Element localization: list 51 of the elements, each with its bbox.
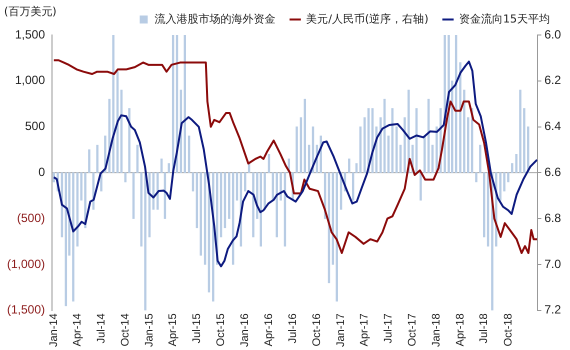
bar	[459, 62, 462, 174]
y-tick-label: (1,500)	[6, 302, 46, 317]
x-tick-label: Jan-17	[335, 313, 348, 348]
bar	[260, 172, 262, 246]
y2-tick-label: 6.4	[544, 119, 562, 134]
legend-label: 资金流向15天平均	[459, 12, 550, 26]
x-tick-label: Oct-16	[310, 313, 323, 346]
y2-tick-label: 6.2	[544, 73, 562, 88]
y-tick-label: 500	[24, 119, 46, 134]
x-tick-label: Jan-14	[48, 313, 60, 348]
y2-tick-label: 6.6	[544, 164, 562, 179]
y-tick-label: (500)	[17, 210, 46, 225]
x-tick-label: Jan-18	[430, 313, 443, 348]
x-tick-label: Oct-14	[119, 313, 132, 346]
x-tick-label: Apr-14	[71, 313, 84, 346]
x-tick-label: Oct-15	[215, 313, 228, 346]
bar	[168, 163, 170, 174]
y-tick-label: 0	[38, 164, 46, 179]
x-tick-label: Apr-15	[167, 313, 180, 346]
bar	[420, 172, 422, 201]
x-tick-label: Apr-17	[358, 313, 371, 346]
x-tick-label: Oct-17	[406, 313, 419, 346]
x-tick-label: Apr-16	[263, 313, 276, 346]
y2-tick-label: 7.0	[544, 256, 562, 271]
y2-tick-label: 7.2	[544, 302, 562, 317]
y-tick-label: (1,000)	[6, 256, 46, 271]
x-tick-label: Jul-14	[95, 313, 108, 344]
x-tick-label: Oct-18	[502, 313, 514, 346]
x-tick-label: Jan-15	[144, 313, 156, 348]
legend-label: 流入港股市场的海外资金	[154, 12, 276, 26]
y-tick-label: 1,000	[14, 73, 46, 88]
x-tick-label: Jan-16	[239, 313, 252, 348]
legend-label: 美元/人民币(逆序，右轴)	[306, 12, 429, 26]
y-axis-title: (百万美元)	[4, 4, 57, 19]
x-tick-label: Jul-15	[190, 313, 203, 344]
bar	[252, 172, 254, 238]
y2-tick-label: 6.8	[544, 210, 562, 225]
x-tick-label: Jul-16	[286, 313, 299, 344]
y-tick-label: 1,500	[14, 27, 46, 42]
bar	[184, 35, 186, 174]
bar	[200, 172, 202, 256]
bar	[144, 172, 146, 310]
bar	[519, 90, 522, 174]
x-tick-label: Jul-18	[478, 313, 490, 344]
bar	[72, 172, 74, 302]
x-tick-label: Jul-17	[382, 313, 395, 344]
x-tick-label: Apr-18	[454, 313, 466, 346]
bar	[336, 172, 338, 302]
bar	[112, 35, 114, 174]
y2-tick-label: 6.0	[544, 27, 562, 42]
bar	[276, 172, 278, 238]
